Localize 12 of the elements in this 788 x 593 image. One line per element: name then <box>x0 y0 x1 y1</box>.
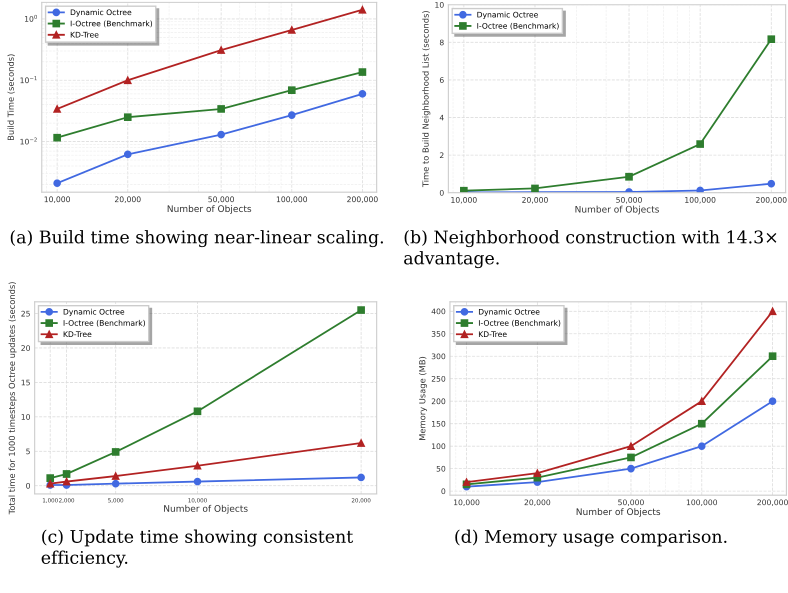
text: (a) Build time showing near-linear scaling. <box>10 230 383 248</box>
x-axis-title: Number of Objects <box>164 504 248 514</box>
y-axis-title: Memory Usage (MB) <box>418 356 428 440</box>
y-axis-title: Time to Build Neighborhood List (seconds) <box>422 11 430 188</box>
y-axis-title: Total time for 1000 timesteps Octree updates (seconds) <box>8 282 17 514</box>
x-axis-title: Number of Objects <box>168 205 252 214</box>
text: (b) Neighborhood construction with 14.3× advantage. <box>404 230 776 268</box>
x-axis-title: Number of Objects <box>576 508 660 517</box>
text: (d) Memory usage comparison. <box>455 530 726 547</box>
x-axis-title: Number of Objects <box>575 206 659 214</box>
y-axis-title: Build Time (seconds) <box>7 54 15 140</box>
text: (c) Update time showing consistent efficiency. <box>42 530 354 568</box>
